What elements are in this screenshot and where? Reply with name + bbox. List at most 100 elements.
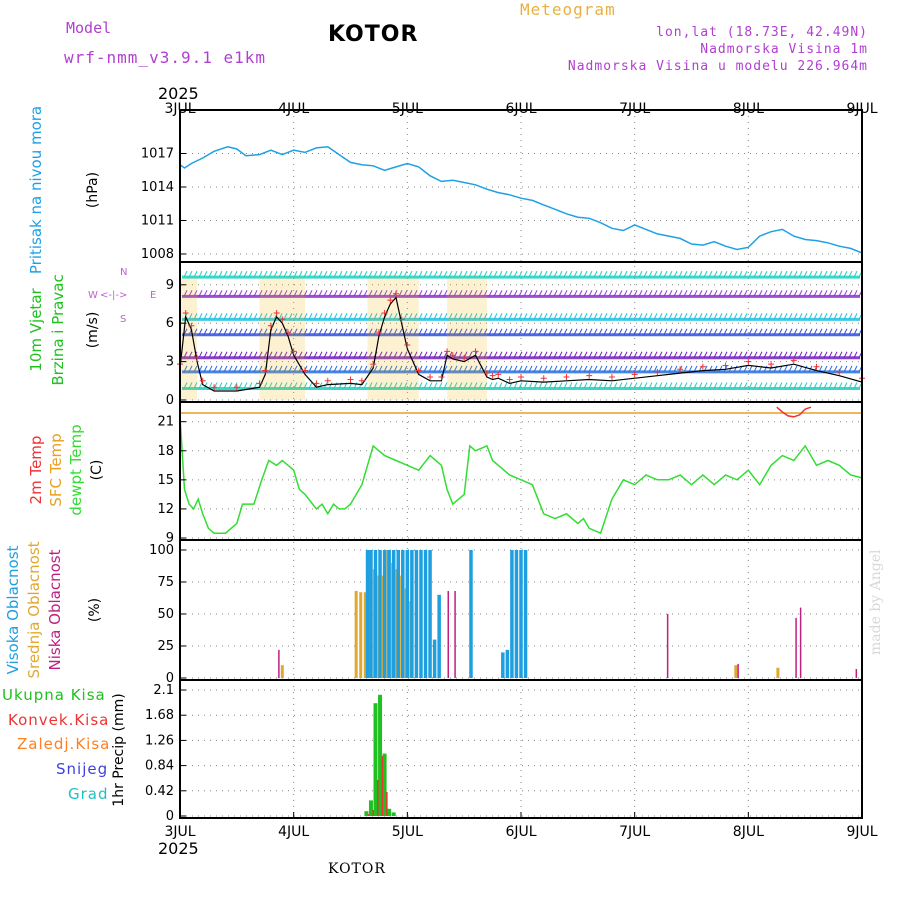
wind-barb xyxy=(323,351,328,358)
wind-barb xyxy=(533,313,538,320)
wind-barb xyxy=(558,382,563,389)
wind-barb xyxy=(203,351,208,358)
precip-legend-label: Grad xyxy=(68,785,109,803)
wind-barb xyxy=(198,290,203,297)
wind-barb xyxy=(243,351,248,358)
wind-barb xyxy=(603,351,608,358)
wind-barb xyxy=(328,365,333,373)
precip-total-bar xyxy=(373,703,378,816)
wind-barb xyxy=(203,313,208,320)
wind-barb xyxy=(638,328,643,335)
wind-barb xyxy=(208,351,213,358)
wind-barb xyxy=(643,351,648,358)
wind-barb xyxy=(288,382,293,389)
precip-conv-bar xyxy=(386,792,388,816)
wind-barb xyxy=(248,382,253,389)
wind-barb xyxy=(658,328,663,335)
wind-barb xyxy=(258,365,263,373)
wind-barb xyxy=(803,351,808,358)
wind-barb xyxy=(493,313,498,320)
wind-barb xyxy=(768,382,773,389)
wind-barb xyxy=(463,313,468,320)
wind-barb xyxy=(728,351,733,358)
wind-barb xyxy=(423,382,428,389)
wind-barb xyxy=(413,270,418,278)
wind-barb xyxy=(293,313,298,320)
wind-barb xyxy=(713,351,718,358)
wind-barb xyxy=(823,270,828,278)
cloud-tick-label: 0 xyxy=(166,671,174,686)
wind-barb xyxy=(813,313,818,320)
cloud-high-bar xyxy=(369,550,373,678)
wind-barb xyxy=(698,270,703,278)
wind-barb xyxy=(403,313,408,320)
wind-barb xyxy=(578,351,583,358)
wind-barb xyxy=(448,365,453,373)
wind-barb xyxy=(678,351,683,358)
wind-barb xyxy=(783,382,788,389)
wind-barb xyxy=(838,328,843,335)
wind-barb xyxy=(553,313,558,320)
wind-barb xyxy=(723,328,728,335)
wind-barb xyxy=(298,290,303,297)
cloud-low-bar xyxy=(795,617,797,678)
wind-barb xyxy=(313,365,318,373)
wind-barb xyxy=(848,365,853,373)
wind-barb xyxy=(523,382,528,389)
cloud-high-bar xyxy=(391,550,396,678)
wind-barb xyxy=(383,365,388,373)
wind-barb xyxy=(528,382,533,389)
wind-barb xyxy=(823,313,828,320)
wind-barb xyxy=(403,290,408,297)
wind-barb xyxy=(568,382,573,389)
wind-barb xyxy=(663,313,668,320)
dewpoint-line xyxy=(179,416,863,535)
wind-barb xyxy=(278,382,283,389)
wind-barb xyxy=(648,270,653,278)
wind-barb xyxy=(658,290,663,297)
precip-unit: 1hr Precip (mm) xyxy=(111,693,127,806)
wind-barb xyxy=(808,290,813,297)
wind-barb xyxy=(393,365,398,373)
wind-barb xyxy=(223,351,228,358)
wind-barb xyxy=(713,313,718,320)
wind-barb xyxy=(188,382,193,389)
wind-barb xyxy=(603,382,608,389)
wind-barb xyxy=(218,313,223,320)
wind-barb xyxy=(408,290,413,297)
wind-barb xyxy=(578,365,583,373)
wind-barb xyxy=(638,270,643,278)
wind-barb xyxy=(653,270,658,278)
wind-barb xyxy=(758,290,763,297)
wind-barb xyxy=(233,328,238,335)
wind-barb xyxy=(213,313,218,320)
wind-barb xyxy=(438,365,443,373)
wind-barb xyxy=(348,270,353,278)
wind-barb xyxy=(308,365,313,373)
wind-gust-area xyxy=(180,278,198,400)
wind-barb xyxy=(508,351,513,358)
precip-conv-bar xyxy=(377,780,379,816)
wind-barb xyxy=(193,290,198,297)
wind-gust-marker xyxy=(199,377,206,384)
wind-barb xyxy=(253,328,258,335)
wind-barb xyxy=(778,313,783,320)
wind-barb xyxy=(463,382,468,389)
temp-label-1: 2m Temp xyxy=(27,436,45,505)
wind-barb xyxy=(623,382,628,389)
wind-barb xyxy=(823,351,828,358)
wind-barb xyxy=(698,313,703,320)
wind-barb xyxy=(748,290,753,297)
wind-barb xyxy=(768,328,773,335)
wind-barb xyxy=(843,313,848,320)
wind-barb xyxy=(318,270,323,278)
wind-barb xyxy=(188,270,193,278)
wind-gust-marker xyxy=(194,354,201,361)
wind-barb xyxy=(318,328,323,335)
wind-barb xyxy=(488,290,493,297)
wind-barb xyxy=(793,270,798,278)
wind-barb xyxy=(623,328,628,335)
wind-barb xyxy=(513,313,518,320)
wind-barb xyxy=(493,382,498,389)
wind-barb xyxy=(723,351,728,358)
